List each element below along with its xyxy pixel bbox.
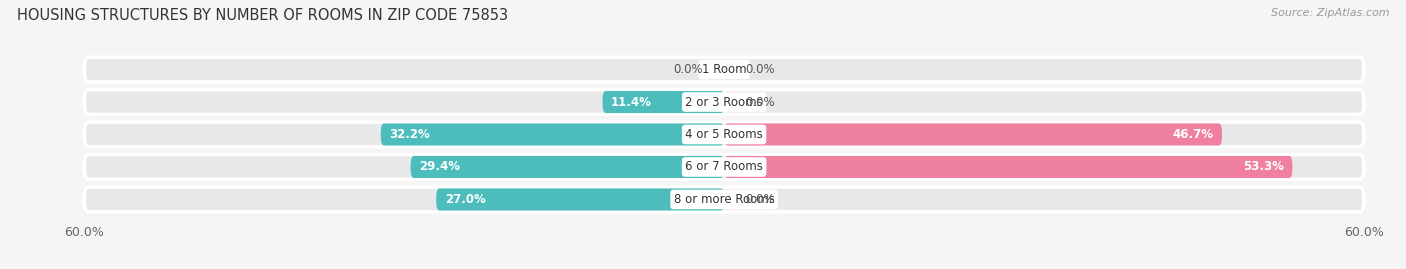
FancyBboxPatch shape (724, 123, 1222, 146)
FancyBboxPatch shape (84, 155, 1364, 179)
FancyBboxPatch shape (84, 187, 1364, 212)
Text: 32.2%: 32.2% (389, 128, 430, 141)
FancyBboxPatch shape (84, 57, 1364, 82)
FancyBboxPatch shape (84, 90, 1364, 114)
Text: 53.3%: 53.3% (1243, 161, 1284, 174)
Text: 27.0%: 27.0% (444, 193, 485, 206)
Text: 2 or 3 Rooms: 2 or 3 Rooms (685, 95, 763, 108)
FancyBboxPatch shape (381, 123, 724, 146)
Text: 4 or 5 Rooms: 4 or 5 Rooms (685, 128, 763, 141)
Text: 8 or more Rooms: 8 or more Rooms (673, 193, 775, 206)
FancyBboxPatch shape (84, 122, 1364, 147)
Text: 0.0%: 0.0% (673, 63, 703, 76)
FancyBboxPatch shape (411, 156, 724, 178)
Text: 29.4%: 29.4% (419, 161, 460, 174)
Text: 1 Room: 1 Room (702, 63, 747, 76)
Text: 11.4%: 11.4% (612, 95, 652, 108)
Text: HOUSING STRUCTURES BY NUMBER OF ROOMS IN ZIP CODE 75853: HOUSING STRUCTURES BY NUMBER OF ROOMS IN… (17, 8, 508, 23)
Text: 0.0%: 0.0% (745, 95, 775, 108)
FancyBboxPatch shape (603, 91, 724, 113)
Text: 0.0%: 0.0% (745, 193, 775, 206)
Text: 0.0%: 0.0% (745, 63, 775, 76)
Text: 46.7%: 46.7% (1173, 128, 1213, 141)
Text: Source: ZipAtlas.com: Source: ZipAtlas.com (1271, 8, 1389, 18)
FancyBboxPatch shape (436, 188, 724, 211)
FancyBboxPatch shape (724, 156, 1292, 178)
Text: 6 or 7 Rooms: 6 or 7 Rooms (685, 161, 763, 174)
